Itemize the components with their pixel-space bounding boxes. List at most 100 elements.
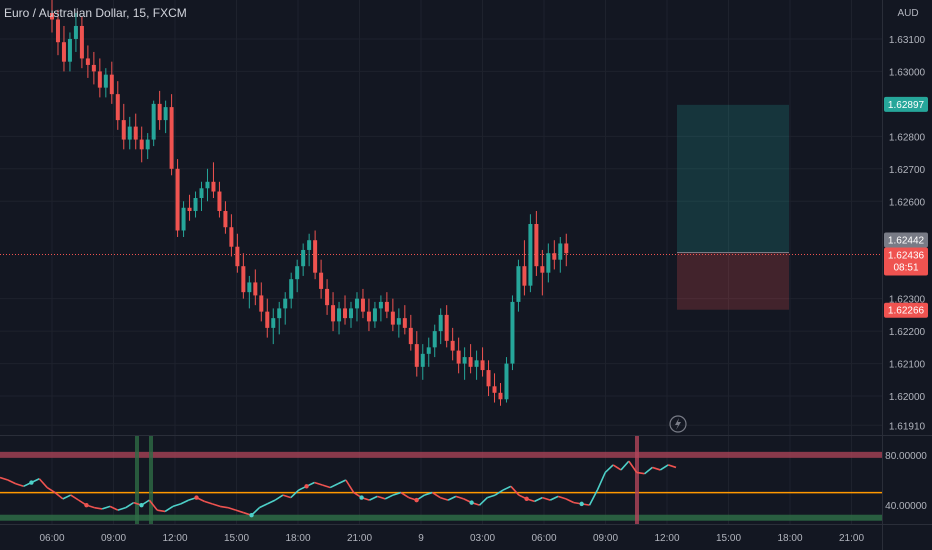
price-tick-label: 1.62200 <box>889 327 926 338</box>
candle-body <box>384 301 389 312</box>
candle-body <box>121 120 126 140</box>
rsi-line-segment <box>502 485 512 491</box>
rsi-line-segment <box>180 499 189 505</box>
candle <box>504 357 509 403</box>
candle-body <box>528 223 533 286</box>
rsi-line-segment <box>620 460 630 471</box>
rsi-signal-column <box>635 436 639 524</box>
candle <box>313 230 318 280</box>
candle-body <box>498 392 503 400</box>
candle-body <box>372 308 377 322</box>
rsi-line-segment <box>70 494 80 501</box>
candle <box>343 295 348 325</box>
rsi-cross-dot <box>194 495 199 500</box>
candle-body <box>534 223 539 267</box>
rsi-line-segment <box>510 485 520 496</box>
price-tick-label: 1.62800 <box>889 132 926 143</box>
candle <box>510 295 515 371</box>
rsi-line-segment <box>565 498 575 504</box>
candle <box>175 159 180 237</box>
candle-body <box>504 363 509 400</box>
rsi-line-segment <box>604 464 614 474</box>
candle <box>193 191 198 218</box>
rsi-line-segment <box>431 491 441 499</box>
candle <box>229 214 234 257</box>
candle-body <box>444 314 449 341</box>
candle-body <box>432 331 437 348</box>
rsi-line-segment <box>424 491 433 496</box>
price-tick-label: 1.62000 <box>889 392 926 403</box>
price-tick-label: 1.62300 <box>889 295 926 306</box>
long-position-tool[interactable] <box>0 104 882 310</box>
rsi-cross-dot <box>84 502 89 508</box>
candle-body <box>546 253 551 273</box>
candle-body <box>229 227 234 247</box>
time-tick-label: 15:00 <box>224 533 249 544</box>
rsi-line-segment <box>219 505 229 509</box>
rsi-line-segment <box>549 495 559 501</box>
time-tick-label: 9 <box>418 533 424 544</box>
rsi-line-segment <box>38 478 48 489</box>
candle-body <box>157 103 162 121</box>
candle-body <box>337 308 342 322</box>
price-tick-label: 1.62700 <box>889 165 926 176</box>
stop-price-badge: 1.62266 <box>888 306 925 317</box>
candle <box>564 233 569 267</box>
candle <box>516 259 521 312</box>
rsi-line-segment <box>439 496 449 501</box>
time-tick-label: 12:00 <box>654 533 679 544</box>
rsi-line-segment <box>266 499 276 505</box>
candle-body <box>420 353 425 367</box>
candle <box>223 201 228 234</box>
candle-body <box>301 249 306 267</box>
candle <box>372 301 377 328</box>
candle <box>378 295 383 322</box>
rsi-line-segment <box>94 506 103 510</box>
rsi-line-segment <box>588 489 599 506</box>
candle <box>289 272 294 309</box>
candle-body <box>247 282 252 293</box>
candle-body <box>283 298 288 309</box>
rsi-line-segment <box>54 491 64 500</box>
rsi-line-segment <box>384 494 394 500</box>
candle <box>73 12 78 52</box>
candle <box>277 301 282 335</box>
candle <box>331 292 336 332</box>
rsi-line-segment <box>211 503 221 508</box>
rsi-line-segment <box>667 464 677 469</box>
candle <box>163 100 168 134</box>
price-tick-label: 1.63000 <box>889 67 926 78</box>
time-axis[interactable]: 06:00 09:00 12:00 15:00 18:00 21:00 9 03:00 06:0… <box>39 533 864 544</box>
candle-body <box>115 94 120 121</box>
candle <box>450 327 455 361</box>
rsi-line-segment <box>282 494 292 499</box>
rsi-line-segment <box>392 491 402 496</box>
candle <box>259 282 264 322</box>
candle-body <box>67 38 72 62</box>
candle <box>181 201 186 237</box>
candle <box>121 103 126 150</box>
candle-body <box>85 58 90 65</box>
replay-lightning-icon[interactable] <box>669 415 687 433</box>
candle-body <box>79 25 84 59</box>
rsi-tick-label: 80.00000 <box>885 451 927 462</box>
rsi-line-segment <box>557 495 567 500</box>
rsi-cross-dot <box>29 480 34 485</box>
time-tick-label: 06:00 <box>39 533 64 544</box>
rsi-line-segment <box>0 476 9 481</box>
candle-body <box>343 308 348 319</box>
candle-body <box>510 301 515 364</box>
rsi-line-segment <box>172 503 182 508</box>
candle <box>366 298 371 332</box>
candle <box>205 168 210 202</box>
rsi-line-segment <box>15 483 24 488</box>
candle <box>432 324 437 358</box>
price-axis[interactable]: AUD 1.63100 1.63000 1.62800 1.62700 1.62600 1.… <box>884 8 928 512</box>
candle-body <box>426 347 431 354</box>
candle <box>354 292 359 322</box>
rsi-cross-dot <box>359 495 364 500</box>
candle <box>474 350 479 380</box>
candle <box>85 45 90 78</box>
rsi-line-segment <box>46 486 56 494</box>
